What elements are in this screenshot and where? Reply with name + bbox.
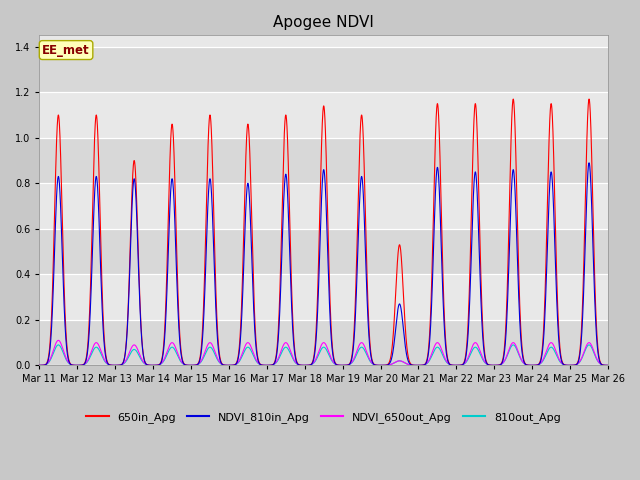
NDVI_810in_Apg — [585, 160, 593, 166]
810out_Apg — [36, 362, 44, 368]
Title: Apogee NDVI: Apogee NDVI — [273, 15, 374, 30]
810out_Apg — [602, 362, 610, 368]
Line: 810out_Apg: 810out_Apg — [40, 345, 608, 365]
650in_Apg — [403, 337, 410, 343]
NDVI_810in_Apg — [602, 362, 610, 368]
810out_Apg — [157, 361, 165, 367]
Bar — [40, 92, 608, 138]
650in_Apg — [604, 362, 612, 368]
650in_Apg — [157, 359, 165, 365]
NDVI_650out_Apg — [403, 361, 410, 367]
Text: EE_met: EE_met — [42, 44, 90, 57]
810out_Apg — [248, 350, 256, 356]
Line: 650in_Apg: 650in_Apg — [40, 99, 608, 365]
650in_Apg — [585, 96, 593, 102]
Line: NDVI_650out_Apg: NDVI_650out_Apg — [40, 340, 608, 365]
Bar — [40, 47, 608, 92]
Legend: 650in_Apg, NDVI_810in_Apg, NDVI_650out_Apg, 810out_Apg: 650in_Apg, NDVI_810in_Apg, NDVI_650out_A… — [82, 407, 566, 427]
NDVI_650out_Apg — [151, 362, 159, 368]
NDVI_810in_Apg — [151, 362, 159, 368]
NDVI_650out_Apg — [248, 348, 256, 353]
NDVI_810in_Apg — [604, 362, 612, 368]
810out_Apg — [151, 362, 159, 368]
NDVI_810in_Apg — [248, 268, 256, 274]
NDVI_650out_Apg — [36, 362, 44, 368]
NDVI_650out_Apg — [378, 362, 385, 368]
Line: NDVI_810in_Apg: NDVI_810in_Apg — [40, 163, 608, 365]
810out_Apg — [378, 362, 385, 368]
650in_Apg — [602, 362, 610, 368]
810out_Apg — [483, 361, 491, 367]
Bar — [40, 275, 608, 320]
NDVI_810in_Apg — [483, 361, 491, 367]
Bar — [40, 138, 608, 183]
650in_Apg — [248, 238, 256, 243]
NDVI_650out_Apg — [604, 362, 612, 368]
650in_Apg — [151, 362, 159, 368]
NDVI_810in_Apg — [403, 350, 410, 356]
Bar — [40, 229, 608, 275]
810out_Apg — [54, 342, 62, 348]
NDVI_650out_Apg — [483, 361, 491, 367]
NDVI_650out_Apg — [157, 360, 165, 366]
Bar — [40, 320, 608, 365]
NDVI_650out_Apg — [54, 337, 62, 343]
650in_Apg — [483, 360, 491, 366]
810out_Apg — [403, 361, 410, 367]
NDVI_810in_Apg — [36, 362, 44, 368]
810out_Apg — [604, 362, 612, 368]
650in_Apg — [36, 362, 44, 368]
NDVI_810in_Apg — [157, 360, 165, 366]
NDVI_650out_Apg — [602, 362, 610, 368]
Bar — [40, 183, 608, 229]
